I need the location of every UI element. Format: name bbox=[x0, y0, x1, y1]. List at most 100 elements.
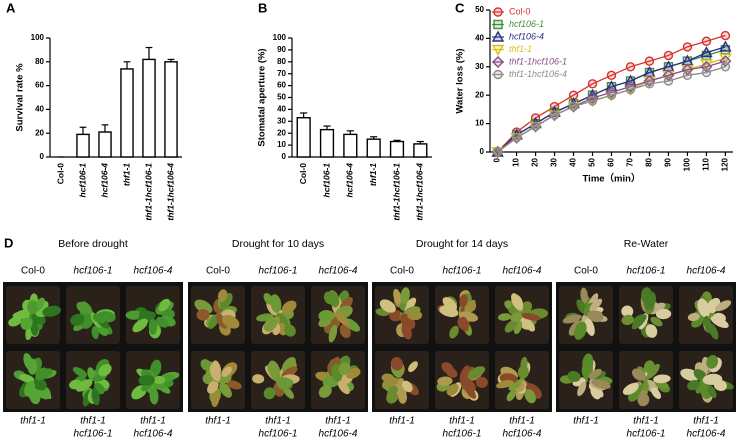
pot-label: hcf106-1 bbox=[259, 429, 298, 440]
leaf bbox=[521, 312, 541, 321]
leaf bbox=[8, 316, 22, 327]
leaf bbox=[631, 314, 647, 330]
pot-label: Col-0 bbox=[206, 266, 230, 277]
pot-label: hcf106-1 bbox=[443, 429, 482, 440]
leaf bbox=[200, 359, 212, 371]
leaf bbox=[339, 324, 351, 339]
leaf bbox=[707, 385, 717, 399]
leaf bbox=[510, 312, 523, 322]
pot-label: hcf106-4 bbox=[319, 429, 358, 440]
leaf bbox=[149, 387, 159, 405]
leaf bbox=[587, 311, 604, 323]
leaf bbox=[379, 299, 396, 313]
pot-label: thf1-1 bbox=[325, 416, 351, 427]
leaf bbox=[408, 361, 418, 373]
marker bbox=[701, 67, 712, 78]
y-tick-label: 80 bbox=[35, 57, 44, 66]
leaf bbox=[221, 366, 232, 377]
leaf bbox=[75, 379, 93, 392]
x-tick-label: hcf106-1 bbox=[321, 163, 331, 198]
y-tick-label: 30 bbox=[277, 116, 286, 125]
leaf bbox=[226, 380, 242, 390]
leaf bbox=[70, 313, 85, 326]
x-tick-label: hcf106-4 bbox=[99, 163, 109, 198]
marker bbox=[587, 96, 598, 106]
y-tick-label: 100 bbox=[273, 33, 287, 42]
leaf bbox=[338, 362, 351, 375]
y-tick-label: 0 bbox=[40, 152, 45, 161]
leaf bbox=[588, 368, 602, 380]
pot-label: thf1-1 bbox=[633, 416, 659, 427]
leaf bbox=[706, 354, 719, 369]
x-tick-label: 50 bbox=[588, 157, 597, 166]
pot-label: hcf106-4 bbox=[503, 429, 542, 440]
leaf bbox=[643, 291, 657, 310]
leaf bbox=[24, 381, 36, 397]
leaf bbox=[464, 299, 476, 313]
marker bbox=[700, 46, 713, 58]
x-tick-label: thf1-1hcf106-4 bbox=[415, 163, 425, 221]
x-tick-label: 120 bbox=[721, 157, 730, 171]
x-tick-label: 10 bbox=[512, 157, 521, 166]
bar bbox=[343, 133, 358, 158]
panel-label: D bbox=[4, 235, 13, 250]
leaf bbox=[98, 363, 112, 377]
leaf bbox=[653, 374, 671, 384]
leaf bbox=[219, 382, 232, 398]
leaf bbox=[92, 313, 106, 324]
leaf bbox=[153, 375, 166, 385]
leaf bbox=[517, 365, 529, 379]
marker bbox=[644, 79, 655, 89]
y-tick-label: 60 bbox=[277, 81, 286, 90]
marker bbox=[493, 19, 503, 30]
leaf bbox=[87, 367, 96, 381]
y-tick-label: 20 bbox=[277, 128, 286, 137]
leaf bbox=[628, 385, 643, 402]
leaf bbox=[270, 294, 282, 314]
marker bbox=[587, 79, 598, 89]
leaf bbox=[441, 362, 454, 374]
leaf bbox=[650, 387, 662, 399]
marker bbox=[606, 90, 617, 100]
leaf bbox=[580, 287, 588, 304]
leaf bbox=[222, 315, 240, 329]
y-tick-label: 80 bbox=[277, 57, 286, 66]
x-tick-label: 90 bbox=[664, 157, 673, 166]
leaf bbox=[524, 319, 536, 332]
marker bbox=[491, 30, 505, 42]
leaf bbox=[20, 317, 33, 330]
x-tick-label: thf1-1 bbox=[368, 163, 378, 186]
y-axis-label: Survival rate % bbox=[15, 63, 26, 132]
leaf bbox=[42, 305, 61, 317]
leaf bbox=[268, 360, 281, 379]
pot-label: hcf106-1 bbox=[627, 429, 666, 440]
x-tick-label: hcf106-1 bbox=[77, 163, 87, 198]
leaf bbox=[710, 316, 729, 329]
leaf bbox=[328, 324, 338, 343]
pot-label: thf1-1 bbox=[389, 416, 415, 427]
marker bbox=[663, 50, 674, 61]
x-tick-label: thf1-1hcf106-4 bbox=[165, 163, 175, 221]
y-tick-label: 0 bbox=[282, 152, 287, 161]
pot-label: thf1-1 bbox=[140, 416, 166, 427]
leaf bbox=[387, 385, 398, 397]
leaf bbox=[263, 292, 274, 305]
leaf bbox=[638, 389, 647, 406]
x-axis-label: Time（min） bbox=[583, 173, 641, 185]
leaf bbox=[589, 298, 603, 312]
leaf bbox=[337, 380, 350, 395]
pot-label: hcf106-1 bbox=[259, 266, 298, 277]
pot-label: hcf106-1 bbox=[74, 429, 113, 440]
marker bbox=[701, 36, 712, 46]
pot-label: thf1-1 bbox=[573, 416, 599, 427]
leaf bbox=[504, 319, 518, 333]
legend-label: thf1-1hcf106-1 bbox=[509, 56, 567, 66]
pot-label: thf1-1 bbox=[80, 416, 106, 427]
pot-label: thf1-1 bbox=[205, 416, 231, 427]
pot-label: thf1-1 bbox=[509, 416, 535, 427]
pot-label: hcf106-4 bbox=[134, 429, 173, 440]
y-tick-label: 100 bbox=[31, 33, 45, 42]
marker bbox=[719, 55, 732, 68]
pot-label: Col-0 bbox=[390, 266, 414, 277]
leaf bbox=[577, 381, 587, 397]
